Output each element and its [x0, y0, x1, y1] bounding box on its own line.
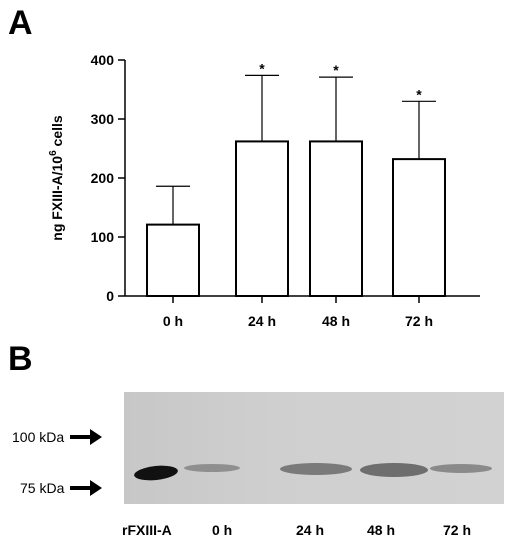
y-tick-label: 0	[106, 288, 114, 304]
arrow-right-icon	[70, 429, 103, 445]
significance-star: *	[333, 62, 339, 78]
y-tick-label: 100	[91, 229, 115, 245]
marker-100kda-label: 100 kDa	[12, 429, 65, 445]
x-tick-label: 48 h	[322, 313, 350, 329]
bars	[146, 140, 446, 297]
bar	[309, 140, 363, 297]
panel-b-label: B	[8, 340, 33, 378]
bar-chart: 0 100 200 300 400 0 h 24 h 48 h 72 h * * * ng FXI…	[48, 52, 480, 329]
lane-label-48h: 48 h	[367, 522, 396, 538]
blot-band-72h	[430, 464, 492, 473]
marker-100kda: 100 kDa	[12, 429, 103, 445]
significance-star: *	[416, 86, 422, 102]
western-blot-image	[124, 392, 504, 504]
error-bars	[156, 74, 436, 225]
significance-star: *	[259, 60, 265, 76]
lane-label-72h: 72 h	[443, 522, 472, 538]
bar	[392, 158, 446, 297]
marker-75kda: 75 kDa	[20, 480, 103, 496]
lane-label-0h: 0 h	[212, 522, 233, 538]
x-tick-label: 72 h	[405, 313, 433, 329]
marker-75kda-label: 75 kDa	[20, 480, 65, 496]
y-axis-label: ng FXIII-A/106 cells	[48, 115, 65, 241]
bar	[235, 140, 289, 297]
blot-band-0h	[184, 464, 240, 472]
y-tick-label: 300	[91, 111, 115, 127]
arrow-right-icon	[70, 480, 103, 496]
y-tick-label: 400	[91, 52, 115, 68]
significance-markers: * * *	[259, 60, 422, 102]
lane-label-24h: 24 h	[296, 522, 325, 538]
x-axis: 0 h 24 h 48 h 72 h	[125, 295, 480, 329]
panel-a-label: A	[8, 4, 33, 42]
blot-band-rfxiii-a	[133, 463, 179, 483]
y-tick-label: 200	[91, 170, 115, 186]
x-tick-label: 24 h	[248, 313, 276, 329]
y-axis: 0 100 200 300 400	[91, 52, 126, 304]
lane-label-rfxiii-a: rFXIII-A	[122, 522, 172, 538]
blot-band-24h	[280, 463, 352, 475]
blot-band-48h	[360, 463, 428, 477]
x-tick-label: 0 h	[163, 313, 183, 329]
bar	[146, 223, 200, 297]
